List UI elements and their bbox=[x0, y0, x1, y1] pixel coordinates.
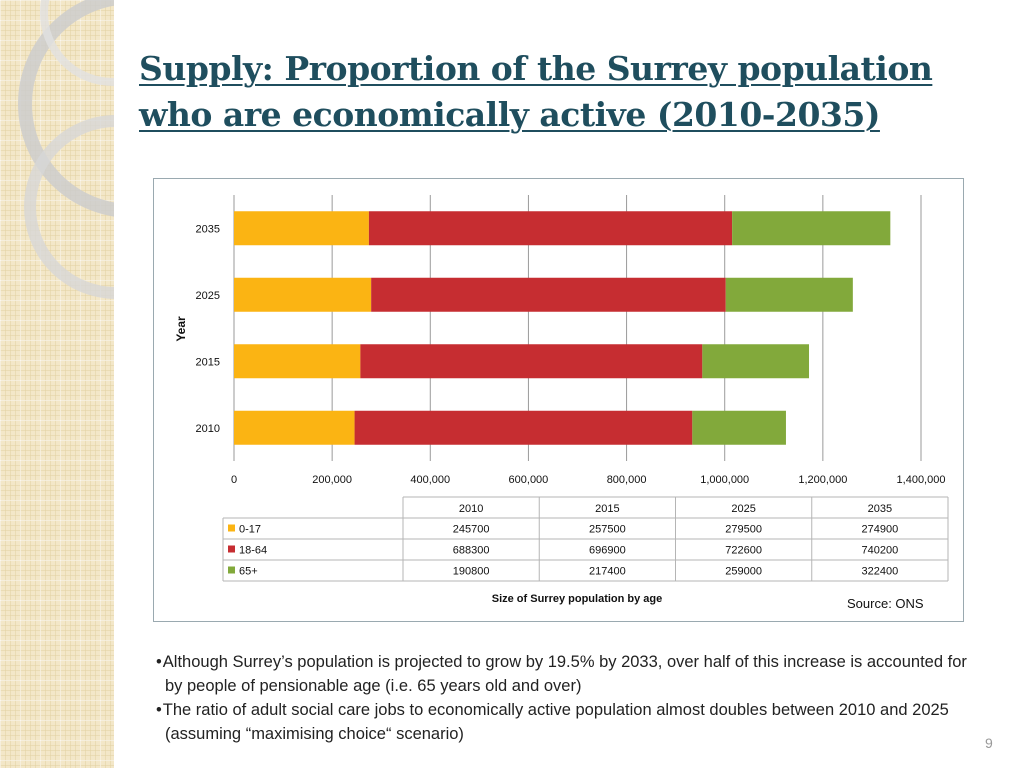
legend-label: 18-64 bbox=[239, 545, 267, 557]
x-tick-label: 1,200,000 bbox=[798, 474, 847, 486]
table-cell: 217400 bbox=[589, 566, 626, 578]
bullet-item: Although Surrey’s population is projecte… bbox=[156, 650, 986, 698]
x-axis-title: Size of Surrey population by age bbox=[492, 593, 663, 605]
y-tick-label: 2025 bbox=[196, 290, 220, 302]
bar-segment bbox=[725, 277, 853, 312]
bar-segment bbox=[234, 277, 372, 312]
bar-segment bbox=[732, 211, 891, 246]
x-tick-label: 400,000 bbox=[410, 474, 450, 486]
table-header: 2035 bbox=[868, 503, 892, 515]
y-tick-label: 2010 bbox=[196, 423, 220, 435]
bar-segment bbox=[360, 344, 703, 379]
source-note: Source: ONS bbox=[847, 596, 924, 611]
legend-key bbox=[228, 566, 235, 574]
x-tick-label: 600,000 bbox=[509, 474, 549, 486]
legend-key bbox=[228, 524, 235, 532]
table-cell: 245700 bbox=[453, 524, 490, 536]
bar-segment bbox=[692, 410, 786, 445]
table-header: 2025 bbox=[731, 503, 755, 515]
table-cell: 259000 bbox=[725, 566, 762, 578]
slide-title-text: Supply: Proportion of the Surrey populat… bbox=[139, 49, 933, 134]
table-cell: 722600 bbox=[725, 545, 762, 557]
page-number: 9 bbox=[985, 735, 993, 751]
legend-key bbox=[228, 545, 235, 553]
legend-label: 65+ bbox=[239, 566, 258, 578]
slide-title: Supply: Proportion of the Surrey populat… bbox=[139, 46, 999, 138]
bar-segment bbox=[371, 277, 726, 312]
y-tick-label: 2015 bbox=[196, 356, 220, 368]
table-cell: 274900 bbox=[862, 524, 899, 536]
bullet-list: Although Surrey’s population is projecte… bbox=[156, 650, 986, 746]
chart-frame: 0 200,000 400,000 600,000 800,000 1,000,000 1,… bbox=[153, 178, 964, 622]
table-cell: 279500 bbox=[725, 524, 762, 536]
table-header: 2010 bbox=[459, 503, 483, 515]
x-tick-label: 1,000,000 bbox=[700, 474, 749, 486]
x-tick-label: 800,000 bbox=[607, 474, 647, 486]
stacked-bar-chart: 0 200,000 400,000 600,000 800,000 1,000,000 1,… bbox=[174, 195, 949, 605]
x-tick-label: 200,000 bbox=[312, 474, 352, 486]
bar-segment bbox=[234, 344, 361, 379]
table-cell: 688300 bbox=[453, 545, 490, 557]
table-cell: 257500 bbox=[589, 524, 626, 536]
y-axis-title: Year bbox=[174, 316, 188, 342]
decorative-strip bbox=[0, 0, 114, 768]
legend-label: 0-17 bbox=[239, 524, 261, 536]
bar-segment bbox=[234, 410, 355, 445]
table-cell: 696900 bbox=[589, 545, 626, 557]
bar-segment bbox=[354, 410, 693, 445]
y-tick-label: 2035 bbox=[196, 223, 220, 235]
bullet-item: The ratio of adult social care jobs to e… bbox=[156, 698, 986, 746]
table-cell: 322400 bbox=[862, 566, 899, 578]
bar-segment bbox=[702, 344, 810, 379]
x-tick-label: 0 bbox=[231, 474, 237, 486]
bar-segment bbox=[234, 211, 369, 246]
bar-segment bbox=[368, 211, 733, 246]
table-header: 2015 bbox=[595, 503, 619, 515]
table-cell: 190800 bbox=[453, 566, 490, 578]
x-tick-label: 1,400,000 bbox=[897, 474, 946, 486]
table-cell: 740200 bbox=[862, 545, 899, 557]
